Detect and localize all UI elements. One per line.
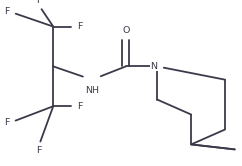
Text: NH: NH <box>85 86 99 95</box>
Text: N: N <box>150 62 157 71</box>
Text: F: F <box>77 22 83 31</box>
Text: F: F <box>36 146 41 155</box>
Text: F: F <box>77 102 83 111</box>
Text: F: F <box>4 7 10 16</box>
Text: F: F <box>36 0 41 5</box>
Text: O: O <box>122 26 129 35</box>
Text: F: F <box>4 118 10 127</box>
